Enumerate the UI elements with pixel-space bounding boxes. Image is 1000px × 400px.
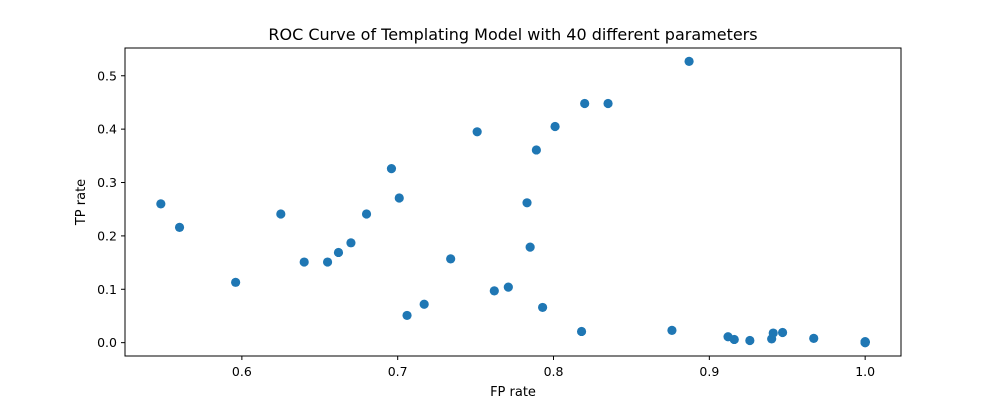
chart-title: ROC Curve of Templating Model with 40 di… [268,25,757,44]
x-tick-label: 1.0 [855,364,875,379]
data-point [576,326,587,337]
y-axis: 0.0 0.1 0.2 0.3 0.4 0.5 [97,68,125,350]
data-point [394,193,404,203]
data-point [489,286,499,296]
plot-frame [124,47,902,357]
data-point [446,254,456,264]
data-point [684,56,694,66]
data-point [777,327,788,338]
y-tick-label: 0.5 [97,68,117,83]
y-tick-label: 0.4 [97,122,117,137]
data-point [419,299,429,309]
data-point [809,333,819,343]
x-axis-label: FP rate [490,385,536,400]
data-point [531,145,541,155]
x-tick-label: 0.6 [232,364,252,379]
data-point [333,247,344,258]
data-point [603,98,613,109]
y-tick-label: 0.0 [97,335,117,350]
data-point [667,325,677,335]
data-point [322,257,333,267]
data-point [522,198,532,208]
data-point [580,98,590,109]
data-point [745,335,755,346]
data-point [402,310,412,321]
x-tick-label: 0.8 [544,364,564,379]
y-tick-label: 0.3 [97,175,117,190]
y-tick-label: 0.1 [97,282,117,297]
data-point [729,334,739,345]
data-point [361,209,372,219]
y-tick-label: 0.2 [97,228,117,243]
data-points [156,56,870,348]
x-tick-label: 0.7 [388,364,408,379]
data-point [276,209,286,219]
x-tick-label: 0.9 [699,364,719,379]
data-point [231,277,241,287]
y-axis-label: TP rate [74,179,89,226]
data-point [550,121,560,132]
data-point [538,302,548,313]
data-point [472,127,482,137]
data-point [503,282,513,292]
data-point [525,242,535,252]
data-point [174,222,185,232]
data-point [346,238,356,248]
data-point [860,337,870,347]
data-point [768,328,778,338]
x-axis: 0.6 0.7 0.8 0.9 1.0 [232,356,875,379]
data-point [156,199,166,209]
data-point [299,257,309,267]
data-point [386,164,397,174]
